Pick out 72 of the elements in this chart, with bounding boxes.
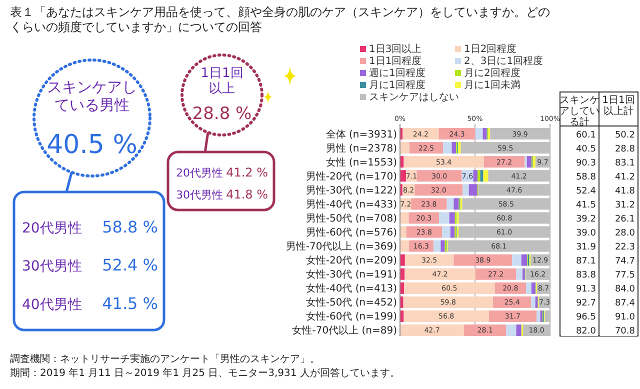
text: 26.1 [614, 214, 635, 224]
text: 87.4 [614, 298, 635, 309]
text: 83.8 [576, 270, 596, 281]
text: 77.5 [614, 270, 635, 281]
text: 58.8 [576, 172, 596, 182]
text: 52.4 % [102, 256, 158, 275]
text: 41.2 % [226, 165, 268, 180]
legend-label: 1日2回程度 [464, 43, 517, 55]
text: 調査機関：ネットリサーチ実施のアンケート「男性のスキンケア」。 [10, 353, 320, 365]
y-tick-label: 男性 (n=2378) [326, 142, 398, 154]
category-label: 40代男性 [22, 297, 82, 313]
text: 87.1 [576, 256, 596, 267]
legend-label: スキンケアはしない [369, 92, 459, 103]
category-label: 30代男性 [176, 188, 223, 202]
legend-label: 1日3回以上 [369, 43, 422, 55]
y-tick-label: 女性 (n=1553) [326, 156, 398, 168]
y-tick-label: 全体 (n=3931) [326, 128, 398, 140]
category-label: 20代男性 [176, 166, 223, 180]
y-tick-label: 女性-50代 (n=452) [306, 296, 398, 309]
legend-label: 月に2回程度 [464, 67, 520, 79]
text: 40.5 % [46, 130, 138, 160]
y-tick-label: 女性-70代以上 (n=89) [292, 324, 398, 337]
text: 91.0 [614, 312, 635, 323]
legend-label: 月に1回未満 [464, 79, 520, 91]
text: 表１「あなたはスキンケア用品を使って、顔や全身の肌のケア（スキンケア）をしていますか。どのくらいの頻度でしていますか」についての回答 [10, 5, 550, 34]
text: 74.7 [614, 256, 635, 267]
y-tick-label: 女性-30代 (n=191) [306, 268, 398, 281]
text: 41.8 % [226, 188, 268, 202]
text: 期間：2019 年1 月11 日～2019 年1 月25 日、モニター3,931 人が回答しています。 [10, 367, 400, 379]
y-tick-label: 女性-60代 (n=199) [306, 310, 398, 323]
y-tick-label: 男性-30代 (n=122) [306, 184, 398, 196]
text: 40.5 [576, 144, 596, 154]
category-label: 1日1回以上計 [602, 95, 635, 117]
y-tick-label: 男性-20代 (n=170) [306, 170, 398, 182]
text: 39.0 [576, 228, 596, 238]
text: 83.1 [614, 158, 635, 168]
y-tick-label: 男性-60代 (n=576) [306, 226, 398, 238]
text: 31.2 [614, 200, 635, 210]
text: 58.8 % [102, 217, 158, 236]
text: 52.4 [576, 186, 596, 196]
text: 41.5 % [102, 294, 158, 313]
text: スキンケアしている男性 [47, 78, 137, 114]
text: 41.5 [576, 200, 596, 210]
text: 28.0 [614, 228, 635, 238]
legend-label: 月に1回程度 [369, 79, 426, 91]
text: 92.7 [576, 298, 596, 309]
category-label: 30代男性 [22, 258, 82, 275]
y-tick-label: 男性-40代 (n=433) [306, 198, 398, 210]
legend-label: 2、3日に1回程度 [464, 55, 544, 67]
category-label: 20代男性 [22, 220, 82, 236]
y-tick-label: 男性-70代以上 (n=369) [286, 240, 398, 253]
text: 41.8 [614, 186, 635, 196]
y-tick-label: 男性-50代 (n=708) [306, 212, 398, 224]
text: 70.8 [614, 326, 635, 337]
text: 90.3 [576, 158, 596, 168]
legend-label: 1日1回程度 [369, 55, 422, 67]
text: 22.3 [614, 242, 635, 253]
text: 60.1 [576, 130, 596, 140]
text: 84.0 [614, 284, 635, 295]
legend-label: 週に1回程度 [369, 67, 426, 79]
text: 41.2 [614, 172, 635, 182]
text: 96.5 [576, 312, 596, 323]
text: 82.0 [576, 326, 596, 337]
text: 28.8 [614, 144, 635, 154]
text: 50.2 [614, 130, 635, 140]
text: 28.8 % [192, 104, 252, 124]
text: 91.3 [576, 284, 596, 295]
text: 39.2 [576, 214, 596, 224]
y-tick-label: 女性-40代 (n=413) [306, 282, 398, 295]
text: 31.9 [576, 242, 596, 253]
text: 1日1回以上 [200, 66, 244, 97]
y-tick-label: 女性-20代 (n=209) [306, 254, 398, 267]
